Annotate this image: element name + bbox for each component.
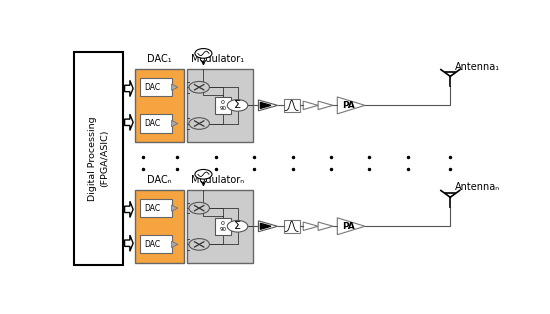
Circle shape — [189, 202, 210, 214]
Text: 0: 0 — [221, 100, 225, 105]
Text: Σ: Σ — [234, 221, 241, 231]
FancyBboxPatch shape — [216, 97, 231, 114]
FancyBboxPatch shape — [187, 69, 254, 142]
Text: PA: PA — [343, 222, 355, 231]
Polygon shape — [303, 101, 318, 110]
Text: 90: 90 — [219, 106, 227, 111]
Polygon shape — [318, 101, 333, 110]
Text: Modulatorₙ: Modulatorₙ — [190, 175, 244, 185]
Text: Modulator₁: Modulator₁ — [190, 54, 244, 64]
Circle shape — [227, 220, 248, 232]
Text: DAC: DAC — [144, 204, 160, 213]
Polygon shape — [172, 120, 178, 127]
Polygon shape — [318, 222, 333, 230]
Polygon shape — [125, 201, 133, 218]
Circle shape — [195, 170, 212, 179]
Text: DACₙ: DACₙ — [147, 175, 172, 185]
Text: 90: 90 — [219, 227, 227, 232]
Circle shape — [189, 81, 210, 93]
Circle shape — [189, 118, 210, 129]
FancyBboxPatch shape — [216, 218, 231, 235]
Text: DAC: DAC — [144, 240, 160, 249]
Polygon shape — [260, 223, 271, 229]
Text: 0: 0 — [221, 221, 225, 226]
FancyBboxPatch shape — [74, 52, 123, 265]
Polygon shape — [337, 218, 365, 235]
Circle shape — [195, 49, 212, 58]
Text: Antennaₙ: Antennaₙ — [455, 182, 500, 192]
FancyBboxPatch shape — [140, 235, 172, 253]
Polygon shape — [303, 222, 318, 230]
FancyBboxPatch shape — [187, 190, 254, 263]
Polygon shape — [258, 100, 278, 111]
FancyBboxPatch shape — [140, 78, 172, 96]
Polygon shape — [172, 241, 178, 247]
FancyBboxPatch shape — [140, 114, 172, 133]
Polygon shape — [125, 114, 133, 130]
Polygon shape — [172, 205, 178, 211]
Text: DAC: DAC — [144, 83, 160, 92]
Text: Σ: Σ — [234, 100, 241, 111]
FancyBboxPatch shape — [284, 99, 300, 112]
Text: DAC: DAC — [144, 119, 160, 128]
FancyBboxPatch shape — [140, 199, 172, 217]
Text: Digital Processing
(FPGA/ASIC): Digital Processing (FPGA/ASIC) — [87, 116, 109, 201]
Text: DAC₁: DAC₁ — [147, 54, 172, 64]
Polygon shape — [125, 80, 133, 97]
FancyBboxPatch shape — [284, 219, 300, 233]
Text: PA: PA — [343, 101, 355, 110]
FancyBboxPatch shape — [135, 69, 184, 142]
Text: Antenna₁: Antenna₁ — [455, 62, 500, 72]
Polygon shape — [260, 102, 271, 108]
Circle shape — [189, 239, 210, 250]
Polygon shape — [337, 97, 365, 114]
Circle shape — [227, 100, 248, 111]
FancyBboxPatch shape — [135, 190, 184, 263]
Polygon shape — [258, 221, 278, 232]
Polygon shape — [172, 84, 178, 90]
Polygon shape — [125, 235, 133, 251]
